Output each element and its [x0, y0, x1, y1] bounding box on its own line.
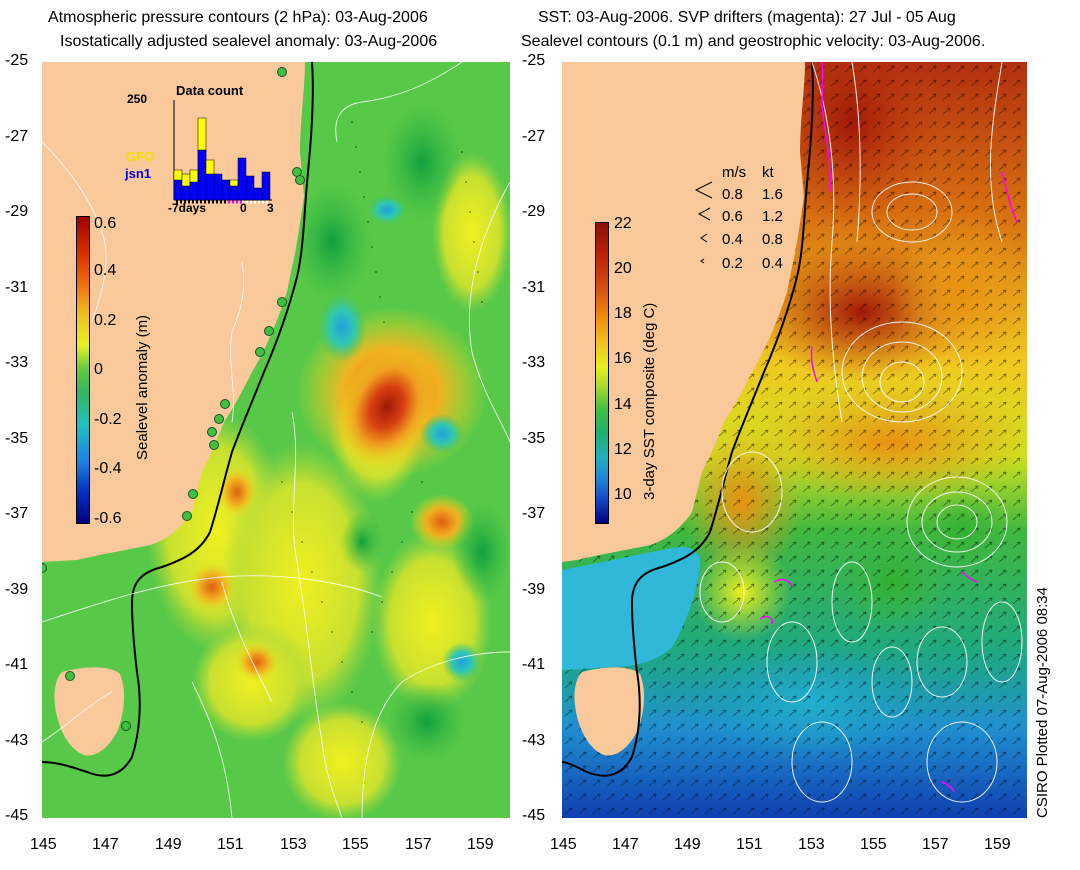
velocity-row-ms: 0.2 [722, 255, 743, 272]
velocity-header-kt: kt [762, 164, 774, 181]
right-lon-tick: 149 [674, 836, 701, 853]
right-cbar-tick: 14 [614, 396, 632, 413]
left-lat-tick: -33 [5, 354, 29, 371]
right-lon-tick: 159 [984, 836, 1011, 853]
right-lat-tick: -29 [522, 203, 546, 220]
right-lon-tick: 155 [860, 836, 887, 853]
right-lat-tick: -39 [522, 581, 546, 598]
right-cbar-tick: 12 [614, 441, 632, 458]
right-mainland [562, 62, 805, 562]
right-colorbar-label: 3-day SST composite (deg C) [641, 302, 658, 500]
velocity-row-ms: 0.4 [722, 231, 743, 248]
left-cbar-tick: 0 [94, 361, 103, 378]
left-lat-tick: -45 [5, 807, 29, 824]
velocity-row-ms: 0.8 [722, 186, 743, 203]
right-lon-tick: 147 [612, 836, 639, 853]
right-cbar-tick: 20 [614, 260, 632, 277]
right-lat-tick: -41 [522, 656, 546, 673]
left-cbar-tick: -0.4 [94, 460, 122, 477]
left-lon-tick: 159 [467, 836, 494, 853]
data-count-inset [173, 100, 272, 204]
left-lat-tick: -31 [5, 279, 29, 296]
right-cbar-tick: 18 [614, 305, 632, 322]
velocity-row-ms: 0.6 [722, 208, 743, 225]
inset-xtick-zero: 0 [240, 201, 247, 215]
left-lat-tick: -37 [5, 505, 29, 522]
left-title-line2: Isostatically adjusted sealevel anomaly:… [60, 33, 438, 50]
right-title-line2: Sealevel contours (0.1 m) and geostrophi… [521, 33, 986, 50]
right-lat-tick: -45 [522, 807, 546, 824]
inset-legend-jsn1: jsn1 [125, 166, 152, 181]
left-lat-tick: -41 [5, 656, 29, 673]
left-lat-tick: -27 [5, 128, 29, 145]
right-cbar-tick: 22 [614, 215, 632, 232]
right-title-line1: SST: 03-Aug-2006. SVP drifters (magenta)… [538, 9, 956, 26]
inset-title: Data count [176, 83, 244, 98]
left-lat-tick: -43 [5, 732, 29, 749]
right-lat-tick: -37 [522, 505, 546, 522]
velocity-header-ms: m/s [722, 164, 747, 181]
left-tasmania [54, 667, 125, 756]
right-lat-tick: -27 [522, 128, 546, 145]
right-lat-tick: -25 [522, 52, 546, 69]
right-cbar-tick: 16 [614, 350, 632, 367]
right-lat-tick: -35 [522, 430, 546, 447]
velocity-legend-arrows [694, 181, 713, 264]
right-lon-tick: 145 [550, 836, 577, 853]
left-lon-tick: 145 [30, 836, 57, 853]
right-cbar-tick: 10 [614, 486, 632, 503]
left-lat-tick: -35 [5, 430, 29, 447]
inset-legend-gfo: GFO [126, 149, 155, 164]
left-lat-tick: -25 [5, 52, 29, 69]
velocity-row-kt: 0.4 [762, 255, 783, 272]
left-lon-tick: 157 [405, 836, 432, 853]
right-lat-tick: -33 [522, 354, 546, 371]
left-lon-tick: 155 [342, 836, 369, 853]
left-cbar-tick: -0.2 [94, 411, 122, 428]
plotted-timestamp: CSIRO Plotted 07-Aug-2006 08:34 [1034, 587, 1051, 818]
left-sealevel-map [42, 62, 510, 818]
right-sst-map [562, 62, 1027, 818]
left-title-line1: Atmospheric pressure contours (2 hPa): 0… [48, 9, 428, 26]
left-lat-tick: -39 [5, 581, 29, 598]
velocity-row-kt: 1.2 [762, 208, 783, 225]
right-tasmania [574, 667, 645, 756]
velocity-row-kt: 0.8 [762, 231, 783, 248]
left-lat-tick: -29 [5, 203, 29, 220]
right-lon-tick: 151 [736, 836, 763, 853]
right-lat-tick: -31 [522, 279, 546, 296]
inset-xtick-start: -7days [168, 201, 207, 215]
left-lon-tick: 151 [217, 836, 244, 853]
right-colorbar [595, 222, 609, 524]
left-colorbar-label: Sealevel anomaly (m) [134, 314, 151, 460]
inset-ymax-label: 250 [127, 92, 148, 106]
left-cbar-tick: 0.6 [94, 215, 117, 232]
left-cbar-tick: -0.6 [94, 510, 122, 527]
left-cbar-tick: 0.2 [94, 312, 117, 329]
left-lon-tick: 147 [92, 836, 119, 853]
velocity-row-kt: 1.6 [762, 186, 783, 203]
left-lon-tick: 153 [280, 836, 307, 853]
left-lon-tick: 149 [155, 836, 182, 853]
left-cbar-tick: 0.4 [94, 262, 117, 279]
inset-xtick-end: 3 [267, 201, 274, 215]
right-lat-tick: -43 [522, 732, 546, 749]
right-lon-tick: 157 [922, 836, 949, 853]
left-colorbar [76, 216, 90, 524]
right-lon-tick: 153 [798, 836, 825, 853]
